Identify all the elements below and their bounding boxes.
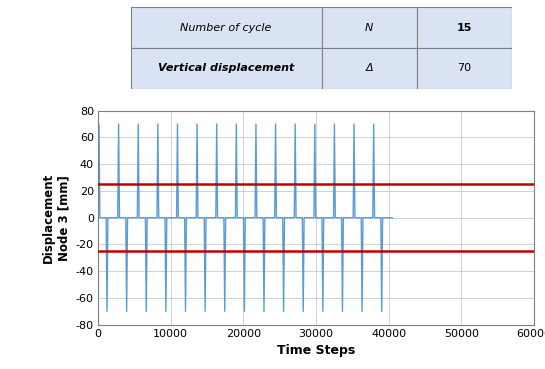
Y-axis label: Displacement
Node 3 [mm]: Displacement Node 3 [mm] bbox=[43, 173, 70, 263]
Text: Vertical displacement: Vertical displacement bbox=[158, 63, 294, 73]
FancyBboxPatch shape bbox=[417, 48, 512, 89]
Text: N: N bbox=[365, 23, 373, 33]
FancyBboxPatch shape bbox=[322, 48, 417, 89]
X-axis label: Time Steps: Time Steps bbox=[277, 344, 355, 358]
FancyBboxPatch shape bbox=[131, 48, 322, 89]
Text: 70: 70 bbox=[458, 63, 471, 73]
Text: Number of cycle: Number of cycle bbox=[180, 23, 272, 33]
FancyBboxPatch shape bbox=[417, 7, 512, 48]
FancyBboxPatch shape bbox=[131, 7, 322, 48]
Text: Δ: Δ bbox=[366, 63, 373, 73]
FancyBboxPatch shape bbox=[322, 7, 417, 48]
Text: 15: 15 bbox=[457, 23, 473, 33]
